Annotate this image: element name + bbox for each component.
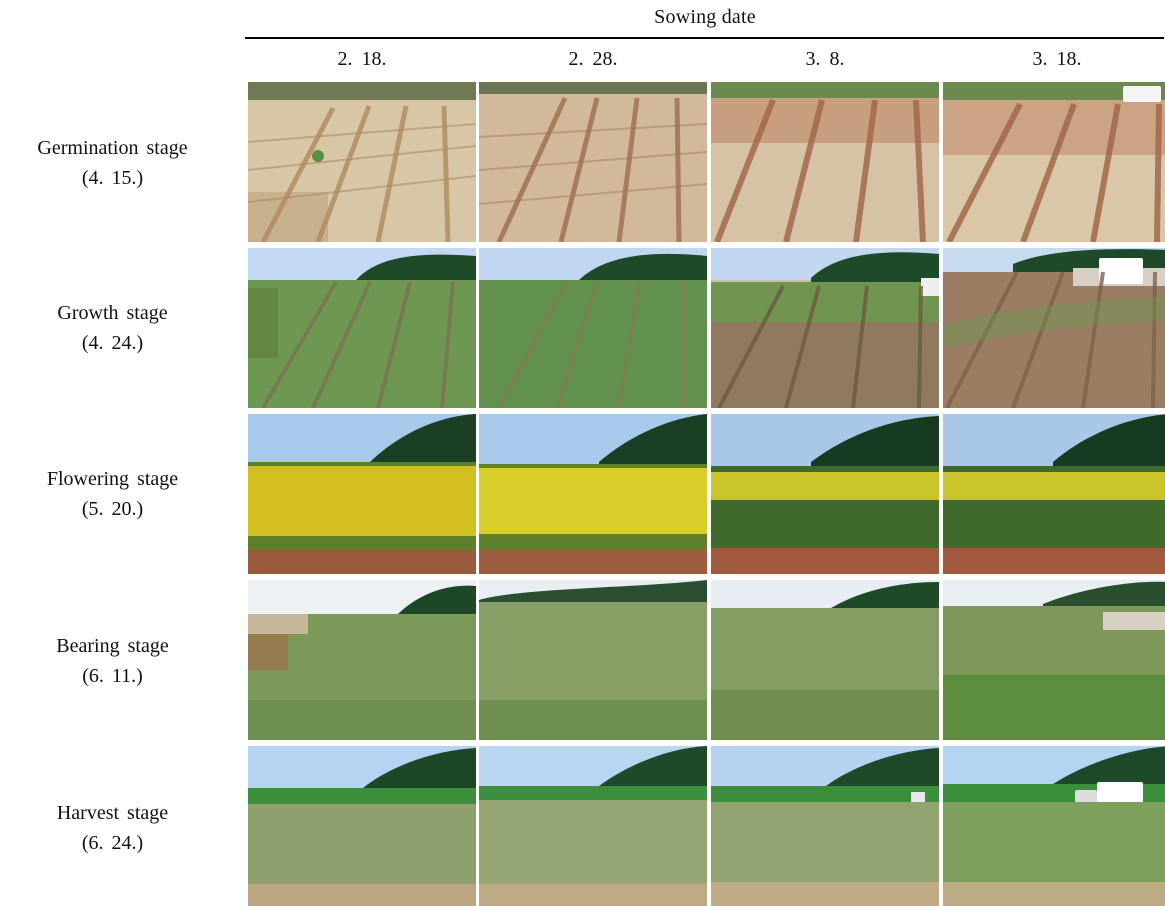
field-photo-germination-3-18 <box>943 82 1165 242</box>
field-photo-growth-2-18 <box>248 248 476 408</box>
stage-label-germination: Germination stage (4. 15.) <box>0 133 225 193</box>
stage-name: Flowering stage <box>46 468 179 490</box>
date-label-3: 3. 8. <box>805 48 845 70</box>
field-photo-harvest-2-28 <box>479 746 707 906</box>
stage-name: Germination stage <box>37 137 188 159</box>
stage-label-harvest: Harvest stage (6. 24.) <box>0 798 225 858</box>
date-label-4: 3. 18. <box>1032 48 1082 70</box>
field-photo-flowering-2-28 <box>479 414 707 574</box>
sowing-date-title: Sowing date <box>654 6 756 28</box>
stage-label-bearing: Bearing stage (6. 11.) <box>0 631 225 691</box>
stage-date: (4. 15.) <box>81 167 144 189</box>
field-photo-bearing-3-18 <box>943 580 1165 740</box>
stage-name: Bearing stage <box>56 635 169 657</box>
stage-name: Growth stage <box>57 302 168 324</box>
field-photo-bearing-2-28 <box>479 580 707 740</box>
field-photo-growth-3-8 <box>711 248 939 408</box>
stage-name: Harvest stage <box>56 802 169 824</box>
field-photo-growth-2-28 <box>479 248 707 408</box>
field-photo-flowering-3-8 <box>711 414 939 574</box>
field-photo-flowering-2-18 <box>248 414 476 574</box>
field-photo-germination-2-18 <box>248 82 476 242</box>
date-label-1: 2. 18. <box>337 48 387 70</box>
stage-date: (6. 24.) <box>81 832 144 854</box>
field-photo-harvest-3-18 <box>943 746 1165 906</box>
field-photo-bearing-3-8 <box>711 580 939 740</box>
stage-label-growth: Growth stage (4. 24.) <box>0 298 225 358</box>
stage-date: (6. 11.) <box>82 665 143 687</box>
field-photo-harvest-2-18 <box>248 746 476 906</box>
stage-date: (5. 20.) <box>81 498 144 520</box>
field-photo-flowering-3-18 <box>943 414 1165 574</box>
field-photo-germination-3-8 <box>711 82 939 242</box>
field-photo-bearing-2-18 <box>248 580 476 740</box>
header-rule <box>245 37 1164 39</box>
date-label-2: 2. 28. <box>568 48 618 70</box>
field-photo-harvest-3-8 <box>711 746 939 906</box>
field-photo-growth-3-18 <box>943 248 1165 408</box>
stage-label-flowering: Flowering stage (5. 20.) <box>0 464 225 524</box>
stage-date: (4. 24.) <box>81 332 144 354</box>
field-photo-germination-2-28 <box>479 82 707 242</box>
